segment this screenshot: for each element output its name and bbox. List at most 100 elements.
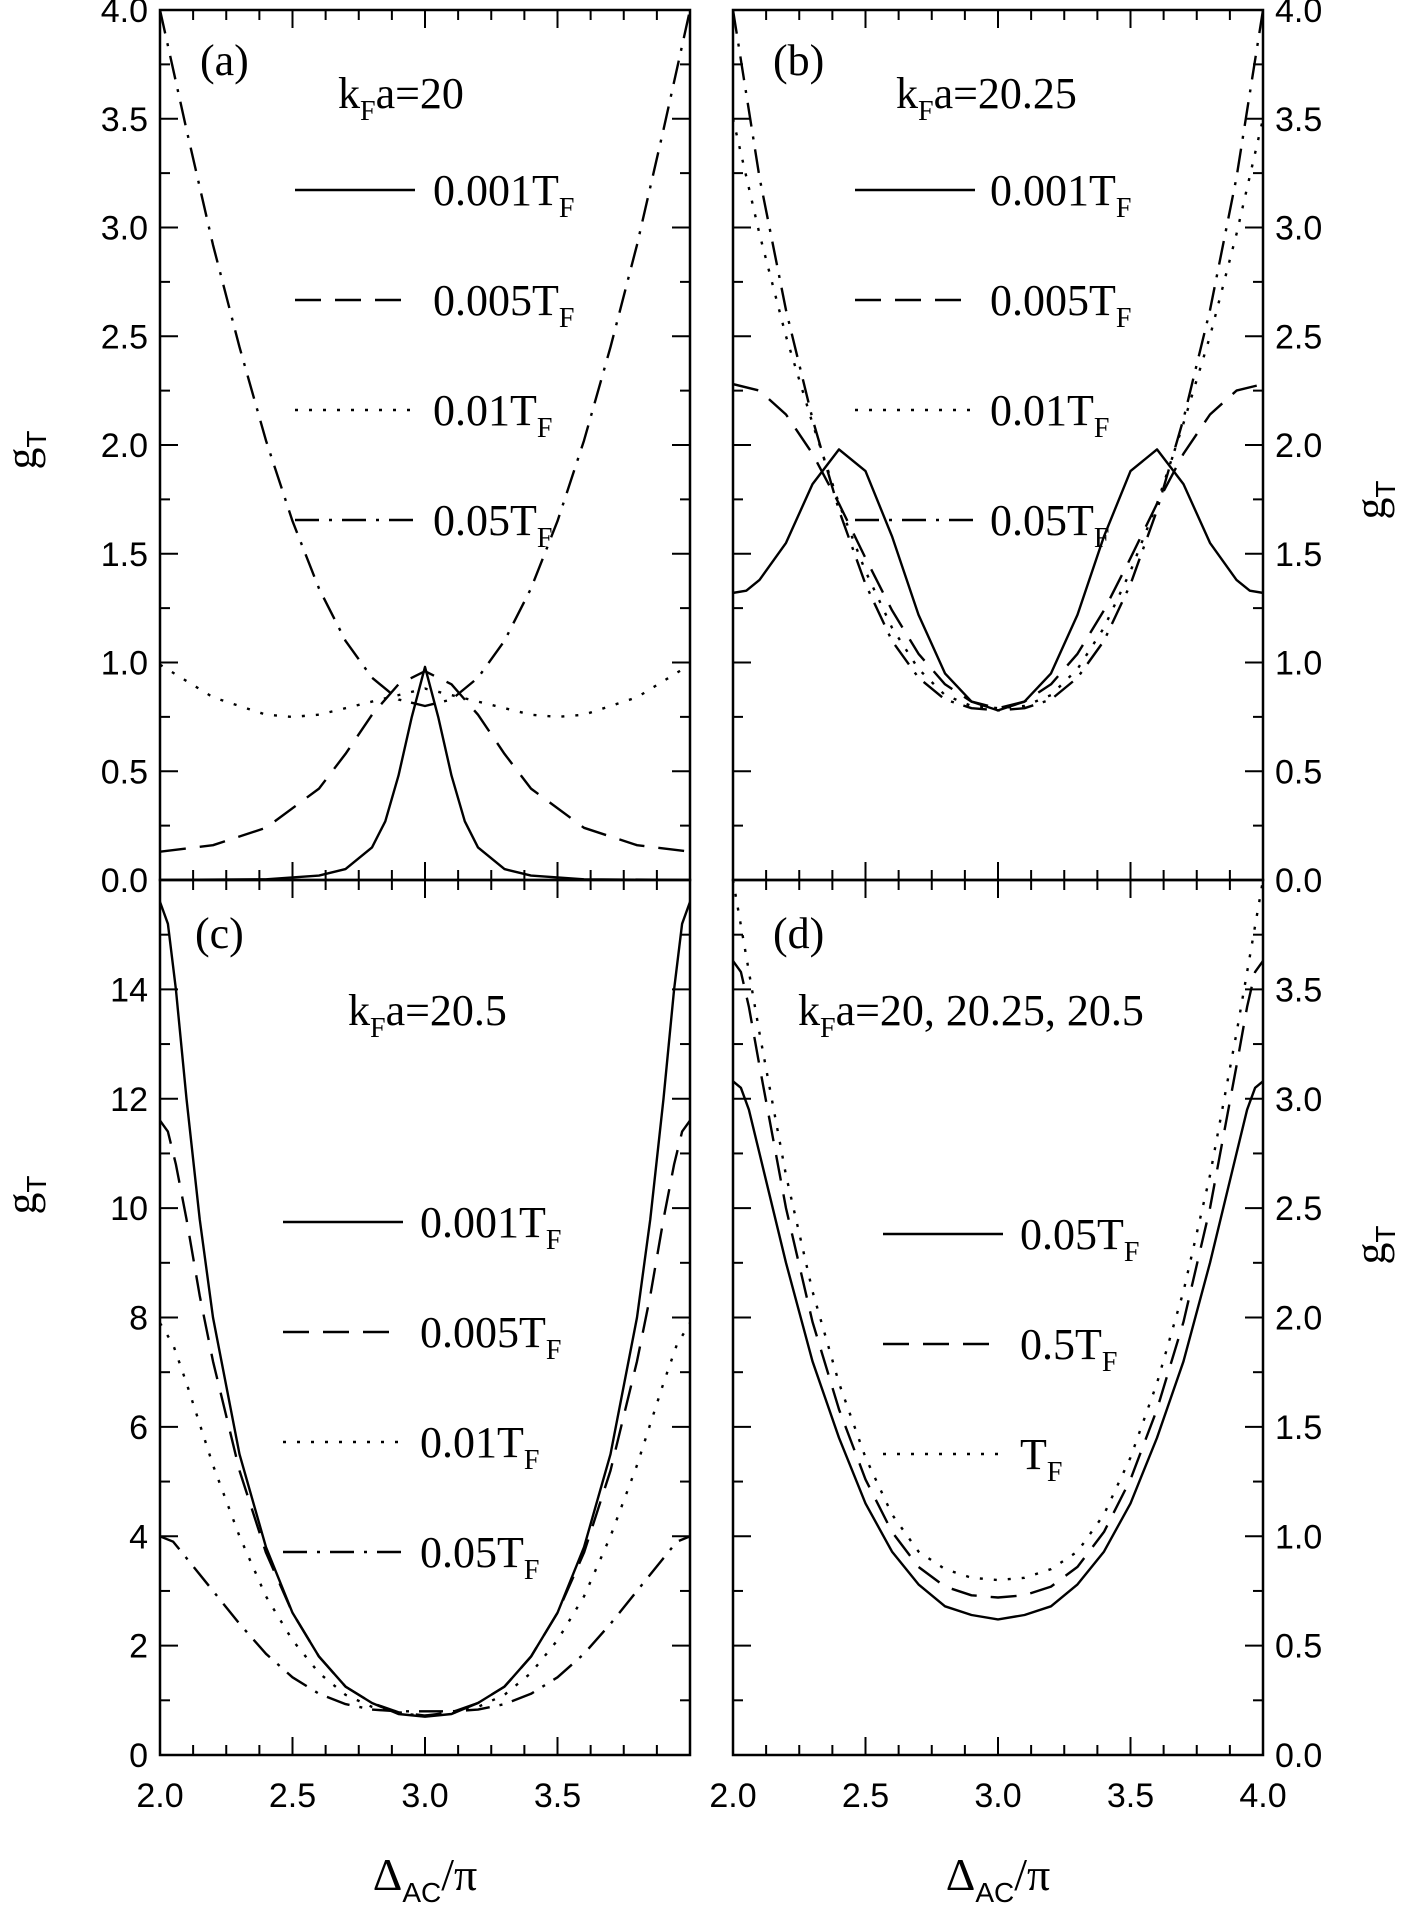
x-axis-label: ΔAC/π: [946, 1849, 1051, 1908]
legend-label-main: 0.5T: [1020, 1320, 1102, 1369]
x-tick-label: 3.0: [401, 1777, 448, 1815]
legend-label-2: 0.005TF: [420, 1308, 561, 1366]
x-tick-label: 2.0: [709, 1777, 756, 1815]
y-tick-label: 3.5: [101, 101, 148, 139]
series-line-1: [733, 448, 1263, 712]
y-tick-label: 3.5: [1275, 971, 1322, 1009]
y-tick-label: 2.0: [1275, 427, 1322, 465]
series-line-2: [160, 670, 690, 853]
y-tick-label: 2.5: [101, 318, 148, 356]
panel-title: kFa=20.25: [896, 69, 1077, 127]
title-sub: F: [370, 1013, 386, 1044]
legend-label-4: 0.05TF: [990, 496, 1109, 554]
y-axis-label-sub: T: [21, 1175, 52, 1192]
title-tail: a=20.5: [386, 986, 507, 1035]
legend-label-2: 0.5TF: [1020, 1320, 1117, 1378]
legend-label-sub: F: [559, 193, 575, 224]
y-axis-label: gT: [0, 1175, 52, 1214]
legend-label-sub: F: [1116, 303, 1132, 334]
legend-label-main: 0.005T: [420, 1308, 546, 1357]
y-tick-label: 6: [129, 1409, 148, 1447]
legend-label-main: 0.01T: [433, 386, 537, 435]
y-axis-label: gT: [1346, 1225, 1401, 1264]
x-tick-label: 3.5: [1107, 1777, 1154, 1815]
series-line-4: [733, 10, 1263, 712]
series-group: [160, 901, 690, 1718]
series-line-1: [160, 665, 690, 880]
legend-label-main: 0.05T: [990, 496, 1094, 545]
x-axis-label: ΔAC/π: [373, 1849, 478, 1908]
panel-title: kFa=20.5: [348, 986, 507, 1044]
y-tick-label: 1.5: [1275, 536, 1322, 574]
series-group: [733, 880, 1263, 1621]
legend-label-main: 0.001T: [433, 166, 559, 215]
legend-label-sub: F: [1116, 193, 1132, 224]
y-axis-label-main: g: [1346, 498, 1395, 520]
y-tick-label: 0.5: [101, 753, 148, 791]
legend-label-sub: F: [546, 1225, 562, 1256]
legend-label-1: 0.05TF: [1020, 1210, 1139, 1268]
legend-label-sub: F: [537, 523, 553, 554]
x-axis-label-main: Δ: [373, 1849, 403, 1900]
y-tick-label: 1.5: [1275, 1409, 1322, 1447]
y-tick-label: 12: [110, 1081, 148, 1119]
y-tick-label: 2.0: [101, 427, 148, 465]
x-tick-label: 3.5: [534, 1777, 581, 1815]
x-axis-label-tail: /π: [1014, 1849, 1050, 1900]
x-tick-label: 2.5: [269, 1777, 316, 1815]
x-axis-label-main: Δ: [946, 1849, 976, 1900]
series-line-3: [160, 663, 690, 719]
y-tick-label: 2.5: [1275, 1190, 1322, 1228]
plot-frame: [158, 8, 692, 882]
legend-label-sub: F: [1047, 1457, 1063, 1488]
y-axis-label-sub: T: [1370, 480, 1401, 497]
legend-label-main: T: [1020, 1430, 1047, 1479]
y-tick-label: 0.0: [1275, 1737, 1322, 1775]
y-tick-label: 0.5: [1275, 753, 1322, 791]
plot-frame: [731, 8, 1265, 882]
y-axis-label-sub: T: [1370, 1225, 1401, 1242]
y-tick-label: 1.5: [101, 536, 148, 574]
legend-label-sub: F: [524, 1555, 540, 1586]
legend-label-1: 0.001TF: [420, 1198, 561, 1256]
y-tick-label: 1.0: [1275, 1518, 1322, 1556]
x-tick-label: 2.5: [842, 1777, 889, 1815]
legend-label-3: 0.01TF: [433, 386, 552, 444]
series-line-3: [733, 118, 1263, 710]
title-tail: a=20: [376, 69, 464, 118]
y-axis-label-main: g: [0, 448, 46, 470]
legend-label-3: 0.01TF: [990, 386, 1109, 444]
legend-label-sub: F: [1094, 523, 1110, 554]
legend-label-sub: F: [1094, 413, 1110, 444]
legend-label-sub: F: [559, 303, 575, 334]
title-main: k: [798, 986, 820, 1035]
y-tick-label: 10: [110, 1190, 148, 1228]
panel-d: 0.0 0.5 1.0 1.5 2.0 2.5 3.0 3.5 2.0 2.5 3.0 3.5 4.0 g…: [709, 878, 1401, 1815]
panel-label: (b): [773, 36, 824, 85]
series-group: [733, 10, 1263, 712]
y-tick-label: 4.0: [101, 0, 148, 30]
panel-a: 0.00.51.01.52.02.53.03.54.0gT(a)kFa=200.…: [0, 0, 692, 900]
legend-label-main: 0.01T: [420, 1418, 524, 1467]
panel-label: (c): [195, 909, 244, 958]
y-tick-label: 2.5: [1275, 318, 1322, 356]
legend-label-4: 0.05TF: [433, 496, 552, 554]
legend-label-1: 0.001TF: [433, 166, 574, 224]
title-sub: F: [918, 96, 934, 127]
y-tick-label: 3.0: [1275, 1081, 1322, 1119]
y-axis-label: gT: [1346, 480, 1401, 519]
panel-b: 0.00.51.01.52.02.53.03.54.0gT(b)kFa=20.2…: [731, 0, 1401, 900]
legend-label-2: 0.005TF: [990, 276, 1131, 334]
y-tick-label: 8: [129, 1300, 148, 1338]
y-axis-label-main: g: [1346, 1243, 1395, 1265]
legend-label-sub: F: [546, 1335, 562, 1366]
legend-label-sub: F: [537, 413, 553, 444]
legend-label-main: 0.05T: [420, 1528, 524, 1577]
title-sub: F: [360, 96, 376, 127]
title-tail: a=20.25: [934, 69, 1077, 118]
legend-label-sub: F: [1124, 1237, 1140, 1268]
legend-label-main: 0.005T: [990, 276, 1116, 325]
y-tick-label: 3.0: [101, 210, 148, 248]
